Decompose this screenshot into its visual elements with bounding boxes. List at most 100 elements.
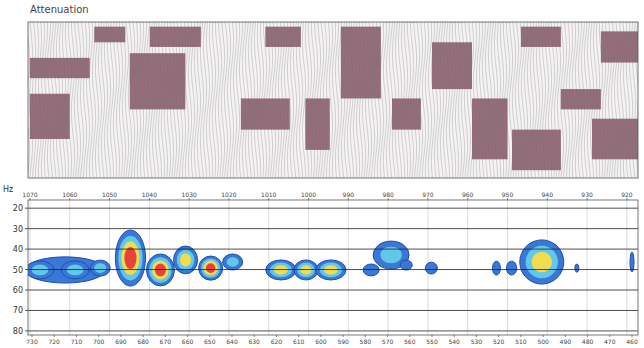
texture-line bbox=[95, 22, 98, 178]
blob-level bbox=[115, 230, 145, 286]
texture-line bbox=[503, 22, 506, 178]
texture-line bbox=[317, 22, 320, 178]
texture-line bbox=[521, 22, 524, 178]
texture-line bbox=[584, 22, 587, 178]
tick-label-y: 60 bbox=[13, 286, 23, 295]
texture-line bbox=[119, 22, 122, 178]
texture-line bbox=[293, 22, 296, 178]
blob-level bbox=[149, 257, 171, 283]
grid-line-x bbox=[626, 200, 627, 335]
blob-level bbox=[90, 260, 110, 276]
texture-line bbox=[401, 22, 404, 178]
texture-line bbox=[182, 22, 185, 178]
tick-x2 bbox=[587, 198, 588, 200]
texture-line bbox=[221, 22, 224, 178]
texture-line bbox=[326, 22, 329, 178]
blob-level bbox=[630, 252, 634, 272]
texture-line bbox=[188, 22, 191, 178]
tick-x bbox=[476, 335, 477, 337]
blob-level bbox=[425, 262, 437, 274]
texture-line bbox=[461, 22, 464, 178]
blobs bbox=[28, 230, 634, 286]
blob-level bbox=[177, 250, 195, 270]
texture-line bbox=[626, 22, 629, 178]
tick-label-x2: 970 bbox=[422, 191, 434, 198]
tick-x bbox=[254, 335, 255, 337]
texture-line bbox=[488, 22, 491, 178]
tick-label-x2: 1060 bbox=[62, 191, 77, 198]
tick-label-x: 660 bbox=[182, 338, 194, 345]
texture-line bbox=[104, 22, 107, 178]
tick-x2 bbox=[189, 198, 190, 200]
texture-line bbox=[605, 22, 608, 178]
tick-y bbox=[25, 330, 28, 331]
blob-level bbox=[492, 261, 500, 275]
texture-line bbox=[308, 22, 311, 178]
tick-label-x: 570 bbox=[382, 338, 394, 345]
texture-line bbox=[290, 22, 293, 178]
blob-level bbox=[520, 240, 564, 284]
texture-line bbox=[125, 22, 128, 178]
blob-level bbox=[270, 263, 292, 278]
texture-line bbox=[437, 22, 440, 178]
texture-line bbox=[566, 22, 569, 178]
blob-level bbox=[155, 264, 166, 277]
blob-level bbox=[266, 260, 296, 280]
tick-label-x2: 1050 bbox=[102, 191, 117, 198]
texture-line bbox=[617, 22, 620, 178]
texture-line bbox=[110, 22, 113, 178]
texture-line bbox=[356, 22, 359, 178]
frame bbox=[28, 200, 638, 335]
tick-label-x: 650 bbox=[204, 338, 216, 345]
texture-line bbox=[614, 22, 617, 178]
tick-x bbox=[143, 335, 144, 337]
tick-x bbox=[32, 335, 33, 337]
texture-line bbox=[452, 22, 455, 178]
texture-line bbox=[359, 22, 362, 178]
texture-line bbox=[458, 22, 461, 178]
texture-line bbox=[515, 22, 518, 178]
texture-line bbox=[170, 22, 173, 178]
grid-line-y bbox=[28, 290, 638, 291]
texture-line bbox=[347, 22, 350, 178]
texture-line bbox=[254, 22, 257, 178]
tick-label-x: 520 bbox=[493, 338, 505, 345]
texture-line bbox=[215, 22, 218, 178]
texture-line bbox=[122, 22, 125, 178]
texture-line bbox=[431, 22, 434, 178]
tick-x2 bbox=[467, 198, 468, 200]
texture-line bbox=[473, 22, 476, 178]
texture-line bbox=[179, 22, 182, 178]
tick-x bbox=[187, 335, 188, 337]
texture-line bbox=[80, 22, 83, 178]
tick-label-x: 710 bbox=[71, 338, 83, 345]
tick-label-x: 500 bbox=[537, 338, 549, 345]
tick-x bbox=[409, 335, 410, 337]
texture-line bbox=[377, 22, 380, 178]
texture-line bbox=[494, 22, 497, 178]
texture-line bbox=[146, 22, 149, 178]
tick-label-x: 730 bbox=[26, 338, 38, 345]
texture-line bbox=[206, 22, 209, 178]
texture-line bbox=[509, 22, 512, 178]
texture-line bbox=[32, 22, 35, 178]
tick-label-x: 580 bbox=[360, 338, 372, 345]
texture-line bbox=[581, 22, 584, 178]
tick-label-x: 480 bbox=[582, 338, 594, 345]
texture-line bbox=[398, 22, 401, 178]
texture-line bbox=[50, 22, 53, 178]
texture-line bbox=[299, 22, 302, 178]
tick-label-y: 20 bbox=[13, 204, 23, 213]
blob-level bbox=[152, 260, 169, 279]
texture-line bbox=[530, 22, 533, 178]
blob-level bbox=[180, 253, 191, 266]
texture-line bbox=[353, 22, 356, 178]
tick-label-x: 550 bbox=[426, 338, 438, 345]
texture-line bbox=[83, 22, 86, 178]
tick-label-y: 30 bbox=[13, 225, 23, 234]
texture-line bbox=[383, 22, 386, 178]
texture-line bbox=[314, 22, 317, 178]
texture-line bbox=[281, 22, 284, 178]
texture-line bbox=[416, 22, 419, 178]
texture-line bbox=[212, 22, 215, 178]
